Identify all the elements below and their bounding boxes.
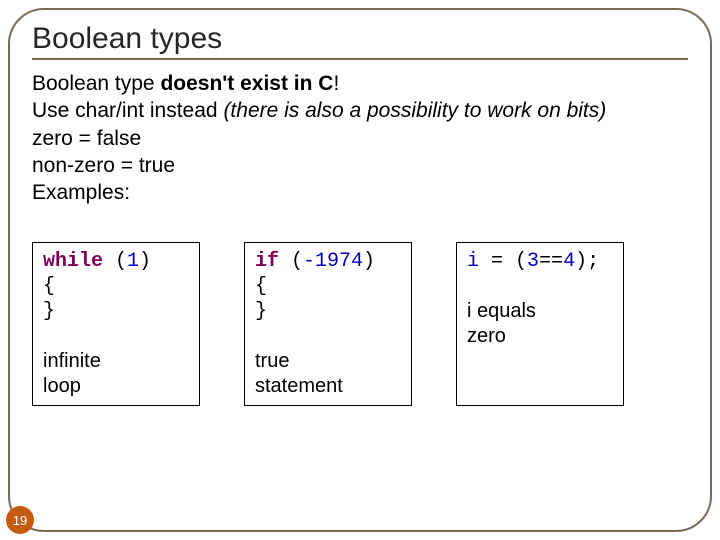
code-keyword: while — [43, 250, 103, 273]
code-text: ( — [103, 250, 127, 273]
body-line-4: non-zero = true — [32, 152, 688, 179]
code-text: = ( — [479, 250, 527, 273]
body-line-3: zero = false — [32, 125, 688, 152]
blank-line — [43, 324, 189, 349]
code-number: -1974 — [303, 250, 363, 273]
caption-line: true — [255, 349, 401, 374]
slide-frame: Boolean types Boolean type doesn't exist… — [8, 8, 712, 532]
code-text: ) — [363, 250, 375, 273]
code-line: while (1) — [43, 249, 189, 274]
body-line-2: Use char/int instead (there is also a po… — [32, 97, 688, 124]
code-text: ) — [139, 250, 151, 273]
code-line: if (-1974) — [255, 249, 401, 274]
caption-line: statement — [255, 374, 401, 399]
example-box-3: i = (3==4); i equals zero — [456, 242, 624, 406]
code-text: ( — [279, 250, 303, 273]
caption-line: loop — [43, 374, 189, 399]
code-keyword: if — [255, 250, 279, 273]
caption-line: infinite — [43, 349, 189, 374]
caption-line: zero — [467, 324, 613, 349]
code-number: 3 — [527, 250, 539, 273]
text-fragment: Use char/int instead — [32, 99, 223, 122]
code-var: i — [467, 250, 479, 273]
body-line-1: Boolean type doesn't exist in C! — [32, 70, 688, 97]
body-line-5: Examples: — [32, 179, 688, 206]
code-line: { — [43, 274, 189, 299]
page-number-badge: 19 — [6, 506, 34, 534]
text-fragment: ! — [333, 72, 339, 95]
code-text: == — [539, 250, 563, 273]
code-number: 4 — [563, 250, 575, 273]
code-line: } — [255, 299, 401, 324]
caption-line: i equals — [467, 299, 613, 324]
text-bold: doesn't exist in C — [160, 72, 333, 95]
code-text: ); — [575, 250, 599, 273]
body-text: Boolean type doesn't exist in C! Use cha… — [32, 70, 688, 206]
example-box-1: while (1) { } infinite loop — [32, 242, 200, 406]
code-line: { — [255, 274, 401, 299]
examples-row: while (1) { } infinite loop if (-1974) {… — [32, 242, 688, 406]
text-fragment: Boolean type — [32, 72, 160, 95]
code-number: 1 — [127, 250, 139, 273]
blank-line — [467, 274, 613, 299]
code-line: } — [43, 299, 189, 324]
title-divider — [32, 58, 688, 60]
example-box-2: if (-1974) { } true statement — [244, 242, 412, 406]
slide-title: Boolean types — [32, 22, 688, 56]
code-line: i = (3==4); — [467, 249, 613, 274]
blank-line — [255, 324, 401, 349]
text-italic: (there is also a possibility to work on … — [223, 99, 606, 122]
